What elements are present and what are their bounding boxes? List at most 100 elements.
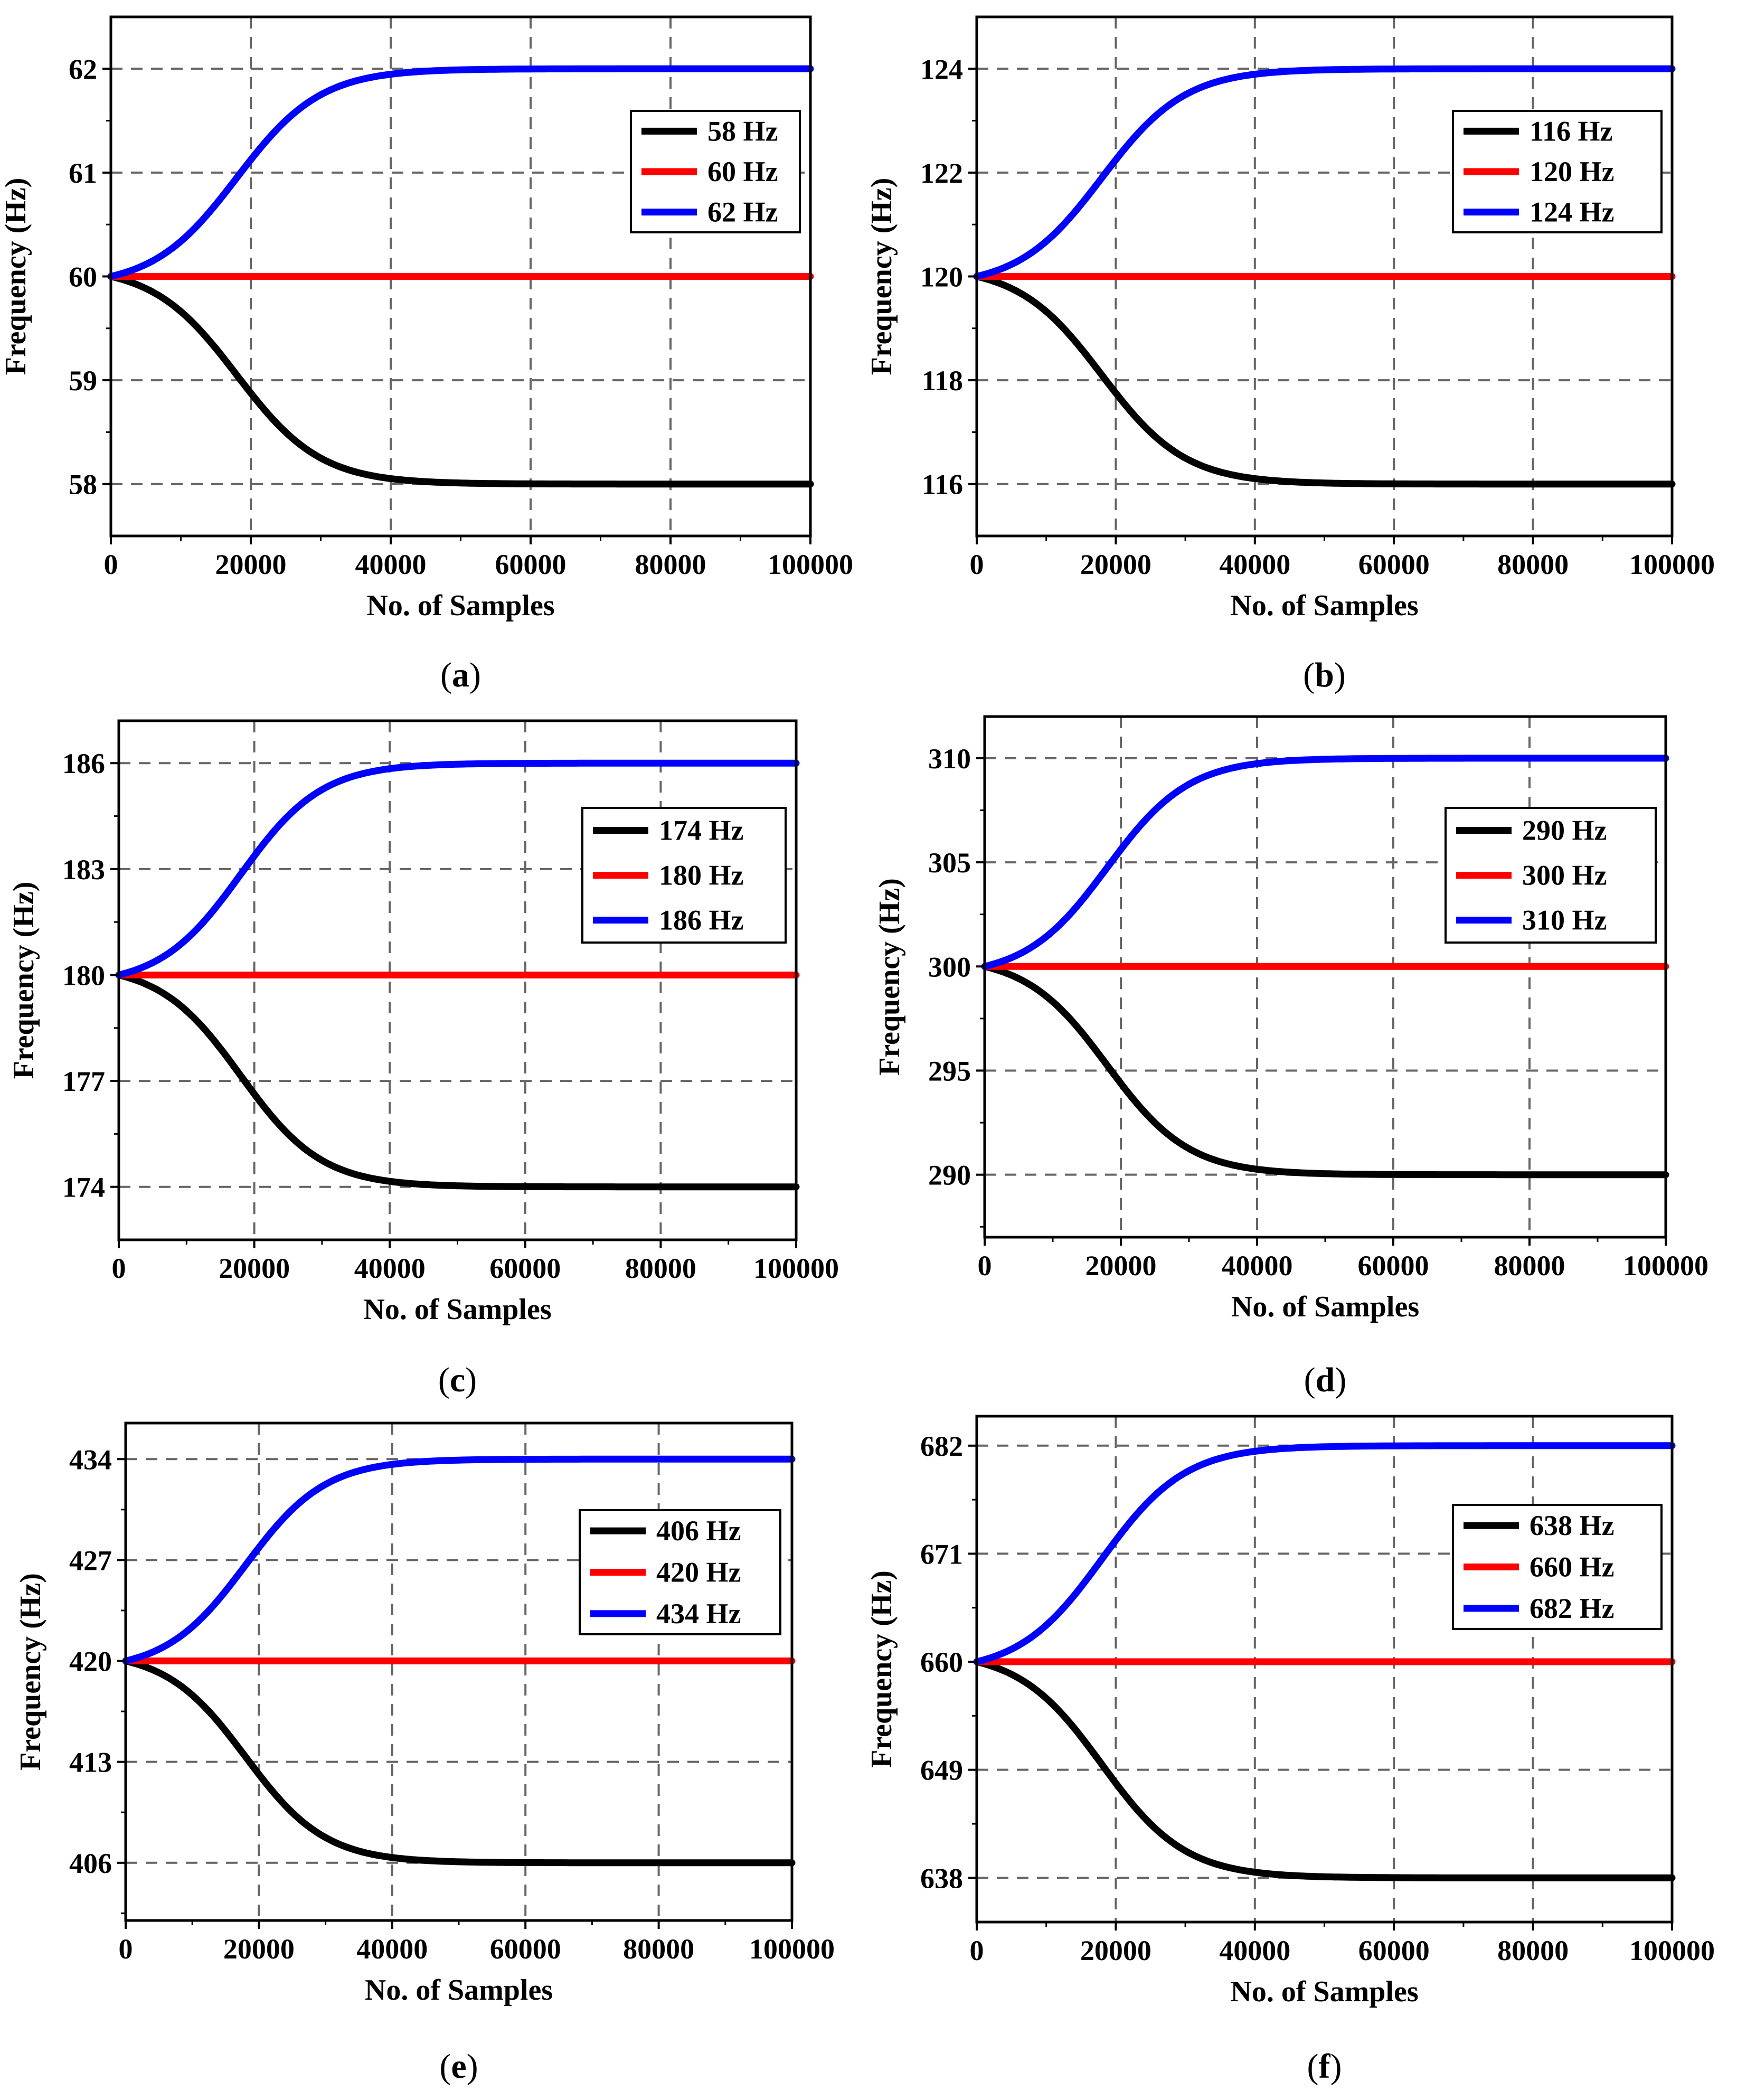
- x-tick-label: 40000: [354, 1253, 426, 1284]
- x-tick-label: 0: [119, 1933, 133, 1965]
- y-tick-label: 186: [62, 748, 105, 779]
- y-tick-label: 61: [69, 157, 97, 189]
- legend-label: 180 Hz: [659, 860, 743, 891]
- y-tick-label: 177: [62, 1066, 105, 1097]
- x-tick-label: 80000: [1497, 549, 1569, 580]
- x-tick-label: 80000: [1494, 1250, 1565, 1282]
- y-tick-label: 58: [69, 469, 97, 501]
- x-axis-label: No. of Samples: [1230, 1975, 1418, 2008]
- y-tick-label: 413: [69, 1747, 112, 1778]
- chart-b: 0 20000 40000 60000 80000 100000 116 118 120 122 1…: [865, 15, 1715, 694]
- y-tick-label: 290: [928, 1160, 971, 1191]
- legend-label: 58 Hz: [707, 115, 778, 147]
- x-axis-label: No. of Samples: [366, 589, 554, 622]
- y-tick-label: 671: [920, 1538, 963, 1570]
- x-tick-label: 0: [970, 1935, 984, 1966]
- series-line-2: [973, 1442, 1676, 1665]
- panel-caption: (a): [440, 656, 481, 694]
- y-axis-label: Frequency (Hz): [14, 1573, 47, 1771]
- y-tick-label: 406: [69, 1848, 112, 1879]
- legend-label: 290 Hz: [1522, 815, 1607, 846]
- series-line-2: [981, 755, 1669, 970]
- x-tick-label: 40000: [1219, 549, 1290, 580]
- x-tick-label: 40000: [355, 549, 427, 580]
- plot-frame: [117, 719, 798, 1241]
- legend-label: 120 Hz: [1530, 156, 1614, 187]
- legend: 290 Hz 300 Hz 310 Hz: [1445, 807, 1657, 944]
- y-axis-label: Frequency (Hz): [0, 178, 32, 375]
- x-tick-label: 100000: [1629, 1935, 1715, 1966]
- panel-caption: (b): [1303, 656, 1346, 694]
- plot-frame: [983, 715, 1667, 1239]
- plot-frame: [124, 1421, 794, 1922]
- x-tick-label: 20000: [1085, 1250, 1157, 1282]
- legend-label: 682 Hz: [1530, 1593, 1614, 1624]
- x-tick-label: 80000: [623, 1933, 694, 1965]
- legend-label: 434 Hz: [656, 1598, 741, 1630]
- x-tick-label: 80000: [1497, 1935, 1569, 1966]
- y-tick-label: 305: [928, 847, 971, 879]
- x-tick-label: 100000: [753, 1253, 839, 1284]
- series-line-0: [973, 273, 1676, 488]
- panel-caption: (d): [1304, 1361, 1347, 1399]
- x-axis-label: No. of Samples: [1231, 1291, 1419, 1323]
- chart-a: 0 20000 40000 60000 80000 100000 58 59 60 61 62 No.…: [0, 15, 853, 694]
- legend-label: 638 Hz: [1530, 1510, 1614, 1541]
- y-tick-label: 62: [69, 53, 97, 85]
- x-axis-label: No. of Samples: [365, 1974, 553, 2007]
- y-tick-label: 180: [62, 959, 105, 991]
- y-axis-label: Frequency (Hz): [873, 878, 906, 1076]
- legend-label: 60 Hz: [707, 156, 778, 187]
- series-line-2: [107, 65, 814, 280]
- legend-label: 174 Hz: [659, 815, 743, 846]
- legend-label: 116 Hz: [1530, 115, 1613, 147]
- legend-label: 660 Hz: [1530, 1551, 1614, 1583]
- series-line-2: [115, 759, 800, 978]
- series-line-0: [973, 1658, 1676, 1881]
- x-tick-label: 40000: [1222, 1250, 1293, 1282]
- x-tick-label: 0: [104, 549, 118, 580]
- x-tick-label: 60000: [1358, 1935, 1430, 1966]
- legend-label: 62 Hz: [707, 196, 778, 228]
- chart-c: 0 20000 40000 60000 80000 100000 174 177 180 183 1…: [7, 719, 839, 1399]
- y-tick-label: 310: [928, 743, 971, 775]
- panel-caption: (f): [1307, 2047, 1342, 2086]
- legend-label: 406 Hz: [656, 1515, 741, 1547]
- y-tick-label: 118: [922, 365, 963, 397]
- legend-label: 300 Hz: [1522, 860, 1607, 891]
- series-line-2: [122, 1455, 796, 1664]
- legend-label: 420 Hz: [656, 1557, 741, 1588]
- series-line-0: [981, 963, 1669, 1179]
- y-tick-label: 295: [928, 1055, 971, 1087]
- y-axis-label: Frequency (Hz): [7, 882, 40, 1079]
- series-line-0: [107, 273, 814, 488]
- x-tick-label: 100000: [1623, 1250, 1708, 1282]
- plot-frame: [975, 1415, 1674, 1924]
- x-tick-label: 80000: [625, 1253, 696, 1284]
- x-tick-label: 80000: [635, 549, 706, 580]
- legend-label: 186 Hz: [659, 905, 743, 936]
- x-tick-label: 60000: [489, 1253, 561, 1284]
- legend-label: 310 Hz: [1522, 905, 1607, 936]
- legend: 58 Hz 60 Hz 62 Hz: [630, 110, 801, 233]
- panel-caption: (e): [439, 2047, 478, 2086]
- y-tick-label: 660: [920, 1646, 963, 1678]
- y-tick-label: 60: [69, 261, 97, 293]
- x-tick-label: 60000: [1358, 1250, 1429, 1282]
- y-tick-label: 183: [62, 854, 105, 886]
- y-tick-label: 116: [922, 469, 963, 501]
- x-tick-label: 0: [970, 549, 984, 580]
- x-tick-label: 60000: [490, 1933, 561, 1965]
- series-line-0: [122, 1658, 796, 1867]
- x-tick-label: 20000: [219, 1253, 290, 1284]
- y-tick-label: 420: [69, 1646, 112, 1678]
- legend: 116 Hz 120 Hz 124 Hz: [1452, 110, 1663, 233]
- y-tick-label: 300: [928, 951, 971, 983]
- x-axis-label: No. of Samples: [1230, 589, 1418, 622]
- x-tick-label: 100000: [1629, 549, 1715, 580]
- chart-d: 0 20000 40000 60000 80000 100000 290 295 300 305 3…: [873, 715, 1708, 1399]
- x-tick-label: 60000: [1358, 549, 1430, 580]
- series-line-0: [115, 972, 800, 1191]
- y-tick-label: 434: [69, 1444, 112, 1475]
- x-tick-label: 20000: [1080, 549, 1151, 580]
